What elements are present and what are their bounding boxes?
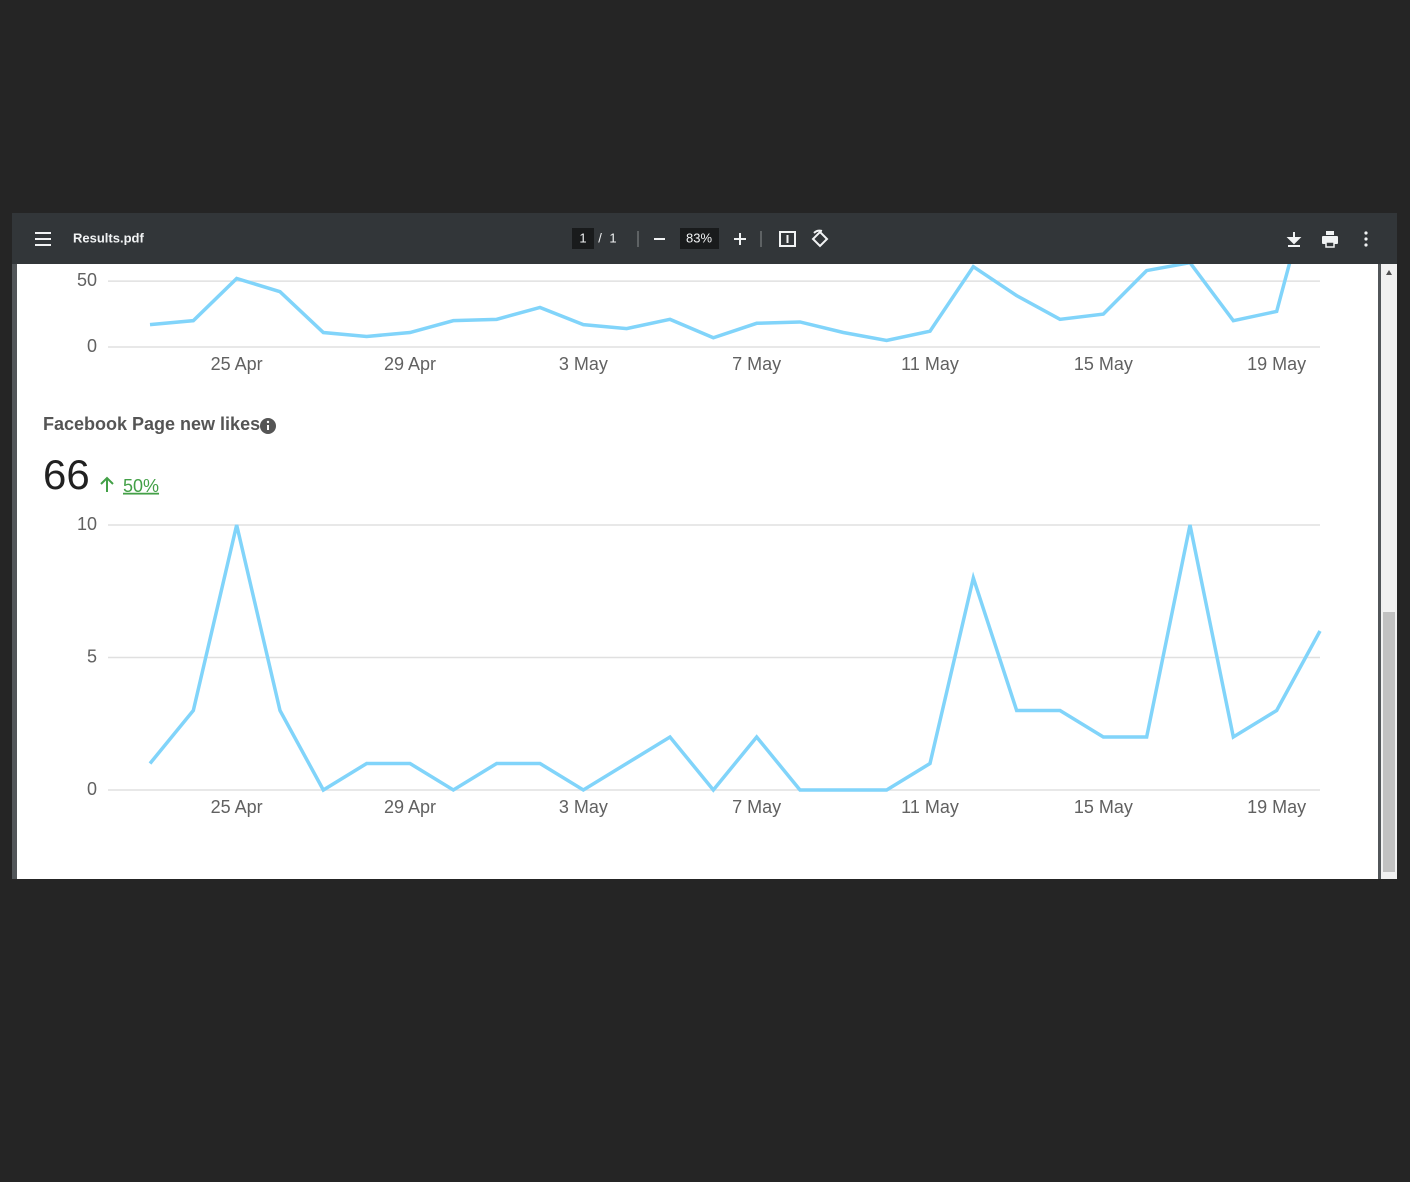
x-tick-label: 7 May xyxy=(732,354,781,374)
info-icon[interactable] xyxy=(260,418,276,434)
zoom-level[interactable]: 83% xyxy=(686,230,712,245)
fit-page[interactable] xyxy=(779,231,796,247)
y-tick-label: 0 xyxy=(87,336,97,356)
page-count: 1 xyxy=(609,230,616,245)
print[interactable] xyxy=(1322,231,1338,248)
y-tick-label: 0 xyxy=(87,779,97,799)
x-tick-label: 29 Apr xyxy=(384,354,436,374)
x-tick-label: 29 Apr xyxy=(384,797,436,817)
x-tick-label: 19 May xyxy=(1247,354,1306,374)
y-tick-label: 5 xyxy=(87,646,97,666)
line-series xyxy=(149,264,1292,343)
chart-title: Facebook Page new likes xyxy=(43,414,260,434)
y-tick-label: 50 xyxy=(77,270,97,290)
pdf-page xyxy=(17,264,1378,879)
more-menu[interactable] xyxy=(1364,231,1368,247)
x-tick-label: 7 May xyxy=(732,797,781,817)
x-tick-label: 19 May xyxy=(1247,797,1306,817)
download[interactable] xyxy=(1286,232,1302,247)
up-arrow xyxy=(100,476,114,492)
total-value: 66 xyxy=(43,451,90,498)
scrollbar-thumb[interactable] xyxy=(1383,612,1395,872)
x-tick-label: 11 May xyxy=(901,354,959,374)
rotate[interactable] xyxy=(811,229,829,248)
change-percent: 50% xyxy=(123,476,159,496)
file-name: Results.pdf xyxy=(73,230,144,245)
scroll-up[interactable] xyxy=(1386,270,1392,275)
x-tick-label: 25 Apr xyxy=(211,797,263,817)
zoom-in[interactable] xyxy=(734,233,746,245)
menu-button[interactable] xyxy=(35,232,51,246)
page-number[interactable]: 1 xyxy=(579,230,586,245)
line-series xyxy=(148,524,1322,793)
x-tick-label: 3 May xyxy=(559,797,608,817)
y-tick-label: 10 xyxy=(77,514,97,534)
page-input[interactable] xyxy=(572,228,594,249)
x-tick-label: 15 May xyxy=(1074,354,1133,374)
page-separator: / xyxy=(598,230,602,245)
zoom-input[interactable] xyxy=(680,228,719,249)
x-tick-label: 3 May xyxy=(559,354,608,374)
x-tick-label: 15 May xyxy=(1074,797,1133,817)
x-tick-label: 11 May xyxy=(901,797,959,817)
x-tick-label: 25 Apr xyxy=(211,354,263,374)
